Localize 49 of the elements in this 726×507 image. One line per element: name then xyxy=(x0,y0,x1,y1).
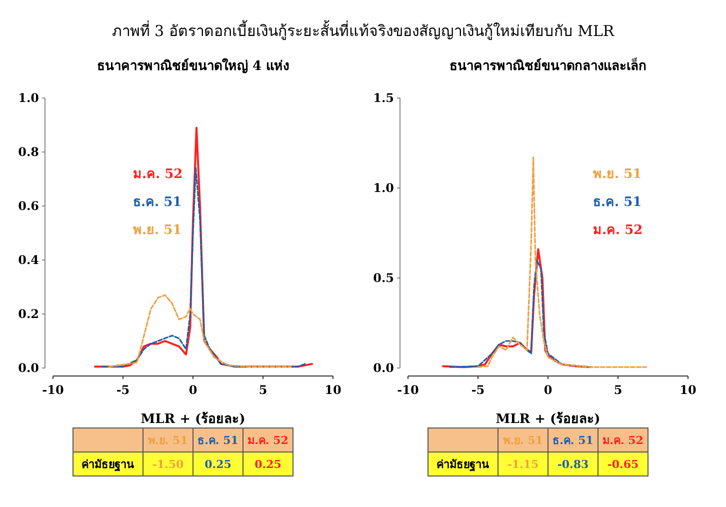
text: -0.83 xyxy=(557,458,589,471)
y-tick-label: 0.2 xyxy=(18,307,39,322)
line-series xyxy=(108,294,292,368)
text: พ.ย. 51 xyxy=(503,434,543,447)
text: ธ.ค. 51 xyxy=(552,434,594,447)
chart-subtitle: ธนาคารพาณิชย์ขนาดใหญ่ 4 แห่ง xyxy=(96,57,290,74)
x-tick-label: 10 xyxy=(324,383,342,397)
text: พ.ย. 51 xyxy=(148,434,188,447)
text: ค่ามัธยฐาน xyxy=(82,458,134,472)
y-tick-label: 0.4 xyxy=(18,253,39,268)
x-tick-label: 0 xyxy=(544,383,552,397)
text: ธ.ค. 51 xyxy=(593,195,642,210)
text: ม.ค. 52 xyxy=(593,223,643,238)
text: ภาพที่ 3 อัตราดอกเบี้ยเงินกู้ระยะสั้นที่แท้จริงของสัญญาเงินกู้ใหม่เทียบกับ MLR xyxy=(112,20,615,40)
line-series xyxy=(94,126,313,368)
x-tick-label: 10 xyxy=(680,383,696,397)
x-tick-label: 0 xyxy=(188,383,198,397)
text: พ.ย. 51 xyxy=(593,167,642,182)
text: ค่ามัธยฐาน xyxy=(436,458,490,472)
x-tick-label: 5 xyxy=(258,383,268,397)
y-tick-label: 0.5 xyxy=(373,271,394,286)
y-tick-label: 0.6 xyxy=(18,199,39,214)
text: 0.25 xyxy=(254,458,282,471)
x-tick-label: -10 xyxy=(42,383,64,397)
y-tick-label: 0.8 xyxy=(18,145,39,160)
line-series xyxy=(477,156,647,368)
text: ธ.ค. 51 xyxy=(198,434,238,447)
y-tick-label: 0.0 xyxy=(373,361,394,376)
y-tick-label: 1.5 xyxy=(373,91,394,106)
text: -1.15 xyxy=(507,458,539,471)
x-tick-label: -5 xyxy=(471,383,485,397)
y-tick-label: 1.0 xyxy=(18,91,39,106)
series-label: ม.ค. 52 xyxy=(133,167,183,182)
x-axis-title: MLR + (ร้อยละ) xyxy=(140,411,246,427)
x-tick-label: 5 xyxy=(614,383,622,397)
text: 0.25 xyxy=(204,458,232,471)
y-tick-label: 1.0 xyxy=(373,181,394,196)
x-tick-label: -10 xyxy=(397,383,419,397)
text: พ.ย. 51 xyxy=(133,223,182,238)
text: ม.ค. 52 xyxy=(602,434,644,447)
text: -1.50 xyxy=(152,458,184,471)
x-tick-label: -5 xyxy=(116,383,130,397)
x-axis-title: MLR + (ร้อยละ) xyxy=(496,411,600,427)
text: -0.65 xyxy=(607,458,639,471)
line-series xyxy=(101,167,306,368)
series-label: ธ.ค. 51 xyxy=(133,195,182,210)
y-tick-label: 0.0 xyxy=(18,361,39,376)
chart-subtitle: ธนาคารพาณิชย์ขนาดกลางและเล็ก xyxy=(450,56,646,74)
text: ม.ค. 52 xyxy=(248,434,288,447)
